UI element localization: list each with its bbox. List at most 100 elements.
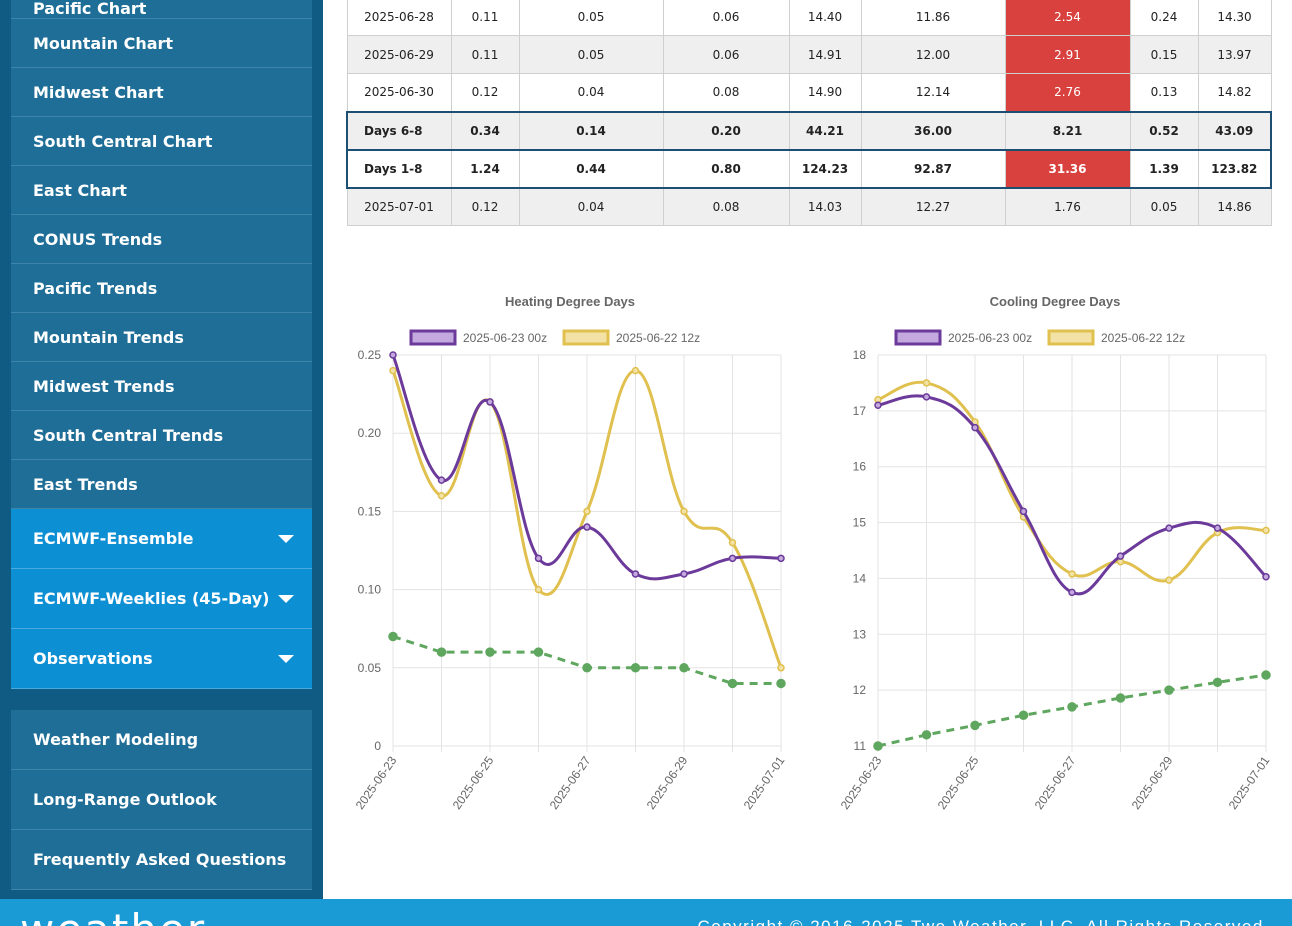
sidebar-item-mountain-trends[interactable]: Mountain Trends [11,313,312,362]
sidebar-item-midwest-chart[interactable]: Midwest Chart [11,68,312,117]
legend-swatch [1047,329,1095,346]
data-point [1164,685,1174,695]
sidebar-expander-ecmwf-ensemble[interactable]: ECMWF-Ensemble [11,509,312,569]
table-cell: 12.14 [860,73,1006,112]
sidebar-item-label: East Chart [33,180,127,200]
y-tick-label: 18 [853,348,867,362]
data-point [630,663,641,673]
data-point [1165,576,1173,584]
table-cell: 0.13 [1129,73,1199,112]
series-line [391,354,782,581]
data-point [534,554,543,563]
sidebar-expander-ecmwf-weeklies-45-day-[interactable]: ECMWF-Weeklies (45-Day) [11,569,312,629]
chart-svg: Cooling Degree Days 2025-06-23 00z 2025-06… [838,294,1273,812]
table-row: Days 1-8 1.24 0.44 0.80 124.23 92.87 31.36 1.39… [346,148,1272,189]
sidebar-item-label: Midwest Chart [33,82,164,102]
heating-degree-days-chart: Heating Degree Days 2025-06-23 00z 2025-06… [341,285,788,825]
data-point [1068,570,1076,578]
table-cell: 2025-06-30 [346,73,452,112]
sidebar-item-east-trends[interactable]: East Trends [11,460,312,509]
sidebar-item-south-central-trends[interactable]: South Central Trends [11,411,312,460]
data-point [874,401,882,410]
sidebar-item-label: South Central Chart [33,131,213,151]
legend-label: 2025-06-22 12z [616,331,700,345]
data-point [1262,573,1270,581]
sidebar-item-pacific-trends[interactable]: Pacific Trends [11,264,312,313]
data-point [631,570,640,578]
sidebar-item-midwest-trends[interactable]: Midwest Trends [11,362,312,411]
degree-days-table: 2025-06-28 0.11 0.05 0.06 14.40 11.86 2.54 0.24… [346,0,1272,226]
y-tick-label: 17 [853,404,867,418]
data-point [922,393,931,401]
legend-label: 2025-06-22 12z [1101,331,1185,345]
table-cell: 0.14 [518,110,664,151]
chart-svg: Heating Degree Days 2025-06-23 00z 2025-06… [353,294,788,812]
sidebar-item-label: East Trends [33,474,138,494]
table-cell: 123.82 [1197,148,1272,189]
table-cell: 2.54 [1004,0,1131,36]
data-point [1212,677,1223,688]
table-cell: 0.44 [518,148,664,189]
data-point [1116,552,1125,560]
y-tick-label: 11 [854,739,867,753]
sidebar: Pacific Chart Mountain Chart Midwest Chart… [0,0,323,900]
table-cell: 14.90 [788,73,862,112]
x-tick-label: 2025-06-23 [353,753,400,812]
table-cell: 14.30 [1197,0,1272,36]
data-point [728,538,737,547]
footer: weather Copyright © 2016-2025 Two Weathe… [0,899,1292,926]
sidebar-item-pacific-chart[interactable]: Pacific Chart [11,0,312,19]
table-cell: 0.11 [450,35,520,74]
table-cell: 14.91 [788,35,862,74]
sidebar-item-mountain-chart[interactable]: Mountain Chart [11,19,312,68]
data-point [1261,670,1271,680]
data-point [388,631,398,642]
table-cell: 1.24 [450,148,520,189]
y-tick-label: 0.10 [358,583,382,597]
sidebar-item-label: CONUS Trends [33,229,163,249]
copyright-text: Copyright © 2016-2025 Two Weather, LLC. … [698,917,1271,926]
data-point [582,663,592,673]
x-tick-label: 2025-07-01 [741,753,786,812]
x-tick-label: 2025-06-23 [838,753,885,812]
table-cell: 8.21 [1004,110,1131,151]
table-cell: 0.12 [450,187,520,226]
y-tick-label: 0.05 [358,661,382,675]
cooling-degree-days-chart: Cooling Degree Days 2025-06-23 00z 2025-06… [826,285,1273,825]
sidebar-link-frequently-asked-questions[interactable]: Frequently Asked Questions [11,830,312,890]
sidebar-item-conus-trends[interactable]: CONUS Trends [11,215,312,264]
footer-logo[interactable]: weather [20,905,206,926]
table-cell: 11.86 [860,0,1006,36]
data-point [873,741,883,751]
table-cell: 0.06 [662,35,790,74]
table-cell: 2025-06-29 [346,35,452,74]
data-point [485,647,495,657]
sidebar-link-weather-modeling[interactable]: Weather Modeling [11,710,312,770]
data-point [727,678,738,689]
table-cell: 0.04 [518,73,664,112]
data-point [921,730,932,740]
table-cell: 92.87 [860,148,1006,189]
table-cell: 0.20 [662,110,790,151]
x-tick-label: 2025-06-25 [935,753,982,812]
sidebar-item-south-central-chart[interactable]: South Central Chart [11,117,312,166]
sidebar-item-east-chart[interactable]: East Chart [11,166,312,215]
table-cell: 124.23 [788,148,862,189]
data-point [680,570,688,578]
y-tick-label: 13 [853,627,867,641]
sidebar-link-long-range-outlook[interactable]: Long-Range Outlook [11,770,312,830]
table-row: 2025-07-01 0.12 0.04 0.08 14.03 12.27 1.76 0.05… [346,187,1272,226]
series-line [391,369,783,669]
table-cell: 0.80 [662,148,790,189]
table-cell: 0.05 [518,0,664,36]
table-cell: 0.24 [1129,0,1199,36]
legend-label: 2025-06-23 00z [463,331,547,345]
x-tick-label: 2025-06-29 [644,753,691,812]
data-point [389,351,397,359]
table-cell: 1.76 [1004,187,1131,226]
sidebar-expander-observations[interactable]: Observations [11,629,312,689]
y-tick-label: 14 [853,571,867,585]
x-tick-label: 2025-06-29 [1129,753,1176,812]
table-cell: 14.86 [1197,187,1272,226]
sidebar-item-label: Midwest Trends [33,376,175,396]
